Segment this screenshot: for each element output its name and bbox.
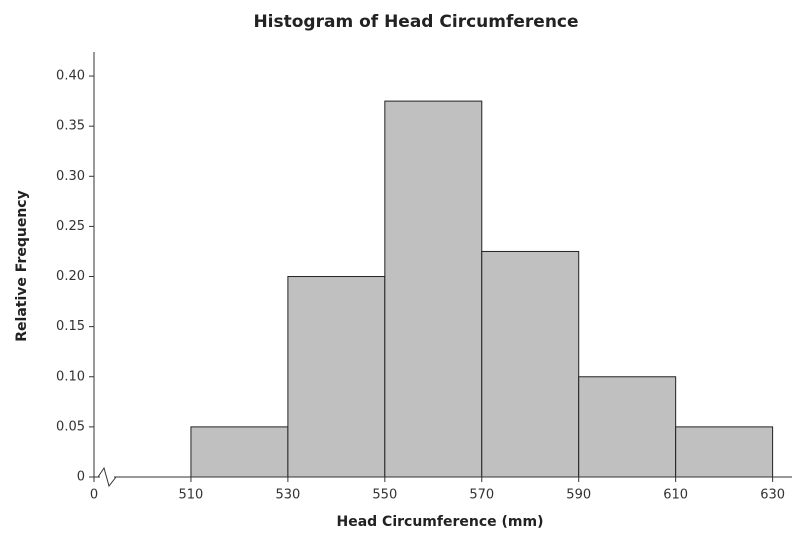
y-tick-label: 0.35: [56, 119, 85, 134]
bar: [384, 100, 483, 478]
bar: [675, 426, 774, 478]
x-tick-label: 610: [663, 488, 688, 503]
chart-title: Histogram of Head Circumference: [253, 12, 578, 32]
bar: [287, 276, 386, 478]
y-tick-label: 0.15: [56, 319, 85, 334]
bar: [578, 376, 677, 478]
y-tick-label: 0.40: [56, 69, 85, 84]
x-tick-label: 510: [179, 488, 204, 503]
y-tick-label: 0.30: [56, 169, 85, 184]
y-tick-label: 0.10: [56, 369, 85, 384]
y-tick-label: 0.20: [56, 269, 85, 284]
x-axis-label: Head Circumference (mm): [337, 514, 544, 530]
x-tick-label: 570: [469, 488, 494, 503]
axis-break: [97, 466, 117, 488]
x-tick-label: 550: [372, 488, 397, 503]
x-tick-label: 630: [760, 488, 785, 503]
bar: [481, 250, 580, 478]
y-axis-label: Relative Frequency: [14, 190, 30, 341]
y-tick-label: 0.25: [56, 219, 85, 234]
x-tick-label: 590: [566, 488, 591, 503]
x-tick-label: 530: [275, 488, 300, 503]
x-tick-label: 0: [90, 488, 98, 503]
bar: [190, 426, 289, 478]
y-tick-label: 0.05: [56, 419, 85, 434]
y-tick-label: 0: [77, 470, 85, 485]
